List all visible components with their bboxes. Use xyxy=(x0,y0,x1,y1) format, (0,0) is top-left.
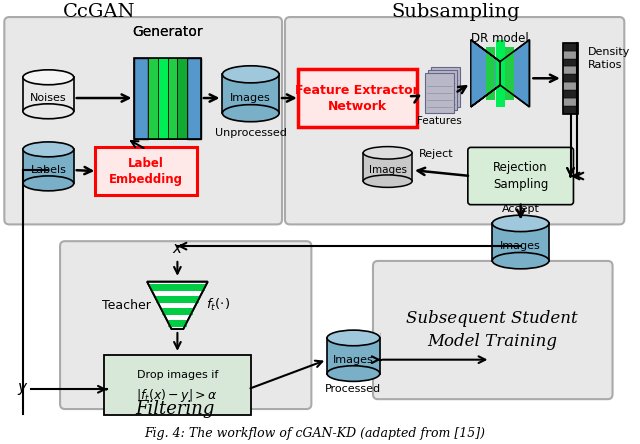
Ellipse shape xyxy=(23,176,74,191)
FancyBboxPatch shape xyxy=(563,98,578,106)
Text: Reject: Reject xyxy=(419,149,454,159)
FancyBboxPatch shape xyxy=(222,74,279,113)
FancyBboxPatch shape xyxy=(506,47,514,100)
Text: $|f_t(x)-y|>\alpha$: $|f_t(x)-y|>\alpha$ xyxy=(136,387,218,404)
Text: Fig. 4: The workflow of cGAN-KD (adapted from [15]): Fig. 4: The workflow of cGAN-KD (adapted… xyxy=(144,427,485,440)
FancyBboxPatch shape xyxy=(364,153,412,181)
Ellipse shape xyxy=(327,330,380,346)
FancyBboxPatch shape xyxy=(563,74,578,82)
FancyBboxPatch shape xyxy=(158,58,168,139)
FancyBboxPatch shape xyxy=(285,17,624,224)
Ellipse shape xyxy=(222,66,279,83)
Text: Images: Images xyxy=(369,165,406,175)
FancyBboxPatch shape xyxy=(168,58,177,139)
Text: Rejection
Sampling: Rejection Sampling xyxy=(493,161,548,191)
FancyBboxPatch shape xyxy=(425,73,454,113)
Ellipse shape xyxy=(23,104,74,119)
FancyBboxPatch shape xyxy=(177,58,187,139)
Text: Processed: Processed xyxy=(325,385,381,394)
Text: CcGAN: CcGAN xyxy=(63,3,136,21)
FancyBboxPatch shape xyxy=(563,59,578,67)
FancyBboxPatch shape xyxy=(373,261,612,399)
Ellipse shape xyxy=(492,253,549,269)
Polygon shape xyxy=(147,281,208,329)
Text: Unprocessed: Unprocessed xyxy=(215,127,287,138)
FancyBboxPatch shape xyxy=(563,90,578,98)
Text: Images: Images xyxy=(500,241,541,251)
FancyBboxPatch shape xyxy=(496,40,504,107)
FancyBboxPatch shape xyxy=(150,284,205,291)
FancyBboxPatch shape xyxy=(563,106,578,114)
FancyBboxPatch shape xyxy=(60,241,312,409)
FancyBboxPatch shape xyxy=(486,47,495,100)
FancyBboxPatch shape xyxy=(163,308,193,315)
Ellipse shape xyxy=(492,215,549,232)
Ellipse shape xyxy=(327,366,380,381)
Text: Labels: Labels xyxy=(30,165,67,175)
Ellipse shape xyxy=(23,70,74,85)
Text: Features: Features xyxy=(417,116,462,126)
FancyBboxPatch shape xyxy=(563,43,578,51)
Text: Label
Embedding: Label Embedding xyxy=(109,157,183,186)
Text: Generator: Generator xyxy=(132,25,203,39)
FancyBboxPatch shape xyxy=(563,51,578,59)
Polygon shape xyxy=(187,58,201,139)
Polygon shape xyxy=(500,40,529,107)
Ellipse shape xyxy=(222,105,279,122)
Text: Drop images if: Drop images if xyxy=(137,370,218,381)
FancyBboxPatch shape xyxy=(156,296,198,303)
FancyBboxPatch shape xyxy=(104,355,251,415)
Polygon shape xyxy=(471,40,500,107)
Ellipse shape xyxy=(23,142,74,157)
Text: Noises: Noises xyxy=(30,93,67,103)
FancyBboxPatch shape xyxy=(298,69,417,127)
Polygon shape xyxy=(134,58,148,139)
FancyBboxPatch shape xyxy=(23,149,74,183)
FancyBboxPatch shape xyxy=(4,17,282,224)
FancyBboxPatch shape xyxy=(148,58,158,139)
FancyBboxPatch shape xyxy=(327,338,380,373)
FancyBboxPatch shape xyxy=(95,147,197,195)
Text: $f_t(\cdot)$: $f_t(\cdot)$ xyxy=(207,297,230,313)
Text: DR model: DR model xyxy=(471,32,529,45)
FancyBboxPatch shape xyxy=(431,67,460,107)
Text: Subsequent Student
Model Training: Subsequent Student Model Training xyxy=(406,310,578,350)
FancyBboxPatch shape xyxy=(428,71,457,110)
FancyBboxPatch shape xyxy=(492,223,549,261)
Ellipse shape xyxy=(364,147,412,159)
FancyBboxPatch shape xyxy=(168,320,186,327)
Text: Accept: Accept xyxy=(502,204,540,214)
FancyBboxPatch shape xyxy=(468,147,573,205)
Text: $y$: $y$ xyxy=(17,381,29,397)
Text: Subsampling: Subsampling xyxy=(392,3,520,21)
FancyBboxPatch shape xyxy=(563,67,578,74)
Text: Filtering: Filtering xyxy=(136,400,215,418)
FancyBboxPatch shape xyxy=(563,82,578,90)
Text: Images: Images xyxy=(333,355,374,365)
Text: Images: Images xyxy=(230,93,271,103)
Text: Feature Extractor
Network: Feature Extractor Network xyxy=(296,83,419,112)
Text: Teacher: Teacher xyxy=(102,299,151,312)
FancyBboxPatch shape xyxy=(23,77,74,111)
Ellipse shape xyxy=(364,175,412,187)
Text: $x$: $x$ xyxy=(172,241,183,256)
Text: Density
Ratios: Density Ratios xyxy=(588,48,630,70)
Text: Generator: Generator xyxy=(132,25,203,39)
